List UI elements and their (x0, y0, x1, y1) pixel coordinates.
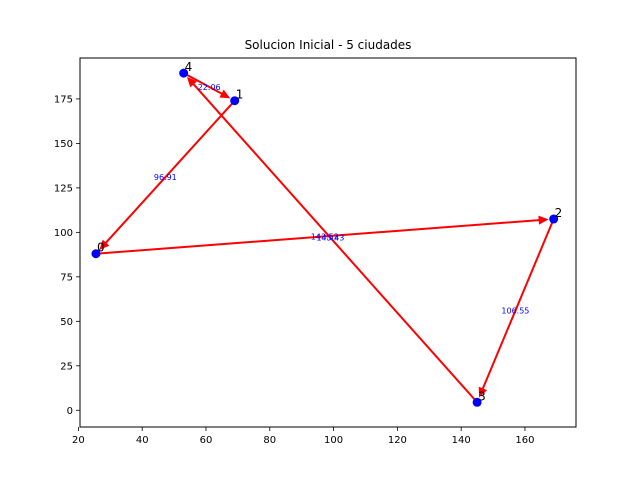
route-edge (481, 218, 555, 391)
x-tick-label: 160 (515, 435, 534, 446)
route-arrowhead (478, 386, 488, 398)
city-labels: 0 1 2 3 4 (97, 60, 562, 403)
route-arrowhead (538, 215, 549, 225)
route-arrowhead (186, 76, 198, 88)
y-tick-label: 150 (54, 139, 73, 150)
city-point (230, 96, 240, 106)
y-tick-label: 75 (60, 272, 73, 283)
y-tick-label: 125 (54, 183, 73, 194)
route-edge (191, 82, 478, 403)
y-axis: 0 25 50 75 100 125 150 175 (54, 94, 80, 417)
plot-area (79, 57, 577, 428)
route-arrowhead (99, 239, 110, 251)
route-edge (103, 100, 236, 245)
x-tick-label: 80 (263, 435, 276, 446)
route-arrowhead (219, 89, 231, 99)
x-tick-label: 40 (136, 435, 149, 446)
city-point (472, 397, 482, 407)
route-edge (183, 72, 224, 96)
chart-title: Solucion Inicial - 5 ciudades (245, 38, 412, 52)
x-tick-label: 60 (200, 435, 213, 446)
city-label: 0 (97, 241, 105, 255)
city-point (549, 214, 559, 224)
city-label: 4 (185, 60, 193, 74)
edge-distance-label: 145.43 (316, 234, 344, 243)
y-tick-label: 175 (54, 94, 73, 105)
y-tick-label: 100 (54, 228, 73, 239)
city-label: 1 (236, 88, 244, 102)
x-tick-label: 100 (324, 435, 343, 446)
route-edge (95, 219, 541, 255)
plot-frame (79, 57, 577, 428)
edge-distance-label: 22.06 (198, 83, 221, 92)
x-axis: 20 40 60 80 100 120 140 160 (72, 427, 535, 446)
edge-distance-label: 106.55 (501, 307, 529, 316)
x-tick-label: 140 (452, 435, 471, 446)
city-point (91, 249, 101, 259)
x-tick-label: 120 (388, 435, 407, 446)
city-label: 3 (478, 389, 486, 403)
x-tick-label: 20 (72, 435, 85, 446)
edge-distance-labels: 143.52 106.55 145.43 22.06 96.91 (154, 83, 530, 316)
edge-distance-label: 96.91 (154, 173, 177, 182)
city-points (91, 68, 559, 407)
route-edges (95, 72, 555, 403)
y-tick-label: 50 (60, 317, 73, 328)
city-point (179, 68, 189, 78)
edge-distance-label: 143.52 (311, 232, 339, 241)
y-tick-label: 0 (67, 406, 73, 417)
y-tick-label: 25 (60, 361, 73, 372)
city-label: 2 (555, 206, 563, 220)
